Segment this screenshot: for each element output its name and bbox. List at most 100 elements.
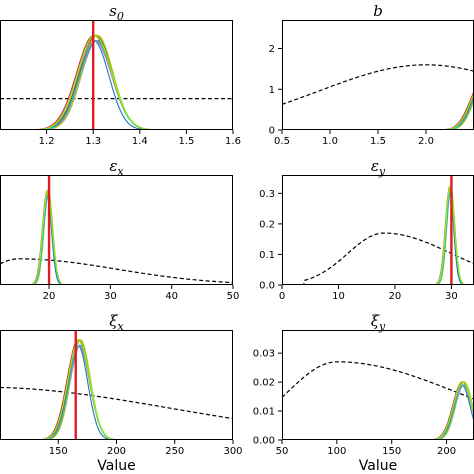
prior-curve [282,232,474,285]
chain-8-curve [32,34,163,130]
panel-title: ξy [371,312,386,333]
x-tick-label: 40 [165,291,178,302]
prior-curve [282,361,474,400]
chain-1-curve [432,191,467,285]
chain-3-curve [30,39,161,130]
x-tick-label: 1.6 [225,136,241,147]
x-tick-label: 250 [165,446,184,457]
x-tick-label: 1.3 [85,136,101,147]
x-tick-label: 0 [279,291,285,302]
y-tick-label: 0.3 [259,189,275,200]
x-tick-label: 30 [445,291,458,302]
x-tick-label: 50 [276,446,289,457]
chain-6-curve [37,339,122,440]
prior-curve [282,64,474,105]
axes-frame [0,175,233,285]
chain-2-curve [31,34,162,130]
chain-4-curve [432,185,467,285]
x-tick-label: 200 [107,446,126,457]
chain-7-curve [29,39,160,130]
x-axis-label: Value [97,458,135,474]
x-axis-label: Value [359,458,397,474]
chain-10-curve [29,34,161,130]
panel-4: 0 10 20 30 0.0 0.1 0.2 0.3 εy [259,157,474,302]
chain-10-curve [29,189,66,285]
plot-area [282,175,474,285]
chain-4-curve [29,189,66,285]
x-tick-label: 1.5 [178,136,194,147]
chain-9-curve [37,344,122,440]
chain-9-curve [30,39,162,130]
chain-5-curve [38,344,123,440]
chain-1-curve [36,344,120,440]
chain-6-curve [30,34,162,130]
y-tick-label: 0.2 [259,219,275,230]
prior-curve [0,386,233,420]
chain-10-curve [427,381,474,440]
chain-9-curve [428,384,474,440]
chain-9-curve [438,96,474,130]
y-tick-label: 1 [269,85,275,96]
panel-3: 20 30 40 50 εx [0,157,239,302]
panel-title: εy [371,157,386,178]
panel-2: 0.5 1.0 1.5 2.0 0 1 2 b [269,2,474,147]
chain-10-curve [36,339,121,440]
axes-frame [282,330,474,440]
y-tick-label: 0.0 [259,281,275,292]
chain-8-curve [38,339,123,440]
chain-1-curve [28,194,66,285]
x-tick-label: 150 [49,446,68,457]
chain-7-curve [36,344,121,440]
x-tick-label: 1.4 [132,136,148,147]
plot-area [0,175,233,285]
chain-4-curve [436,90,474,130]
x-tick-label: 20 [43,291,56,302]
chain-7-curve [29,194,66,285]
x-tick-label: 1.0 [322,136,338,147]
y-tick-label: 0.02 [253,378,275,389]
x-tick-label: 30 [104,291,117,302]
chain-3-curve [37,344,122,440]
x-tick-label: 200 [437,446,456,457]
panel-6: 50 100 150 200 0.00 0.01 0.02 0.03 ξy Value [253,312,474,474]
panel-title: b [373,2,383,20]
panel-1: 1.2 1.3 1.4 1.5 1.6 s0 [0,2,241,147]
y-tick-label: 0 [269,126,275,137]
axes-frame [282,20,474,130]
chain-4-curve [36,339,121,440]
y-tick-label: 0.00 [253,436,275,447]
panel-title: ξx [109,312,124,333]
chain-5-curve [31,39,163,130]
axes-frame [0,330,233,440]
y-tick-label: 0.03 [253,349,275,360]
chain-8-curve [429,381,474,440]
chain-7-curve [433,191,467,285]
prior-curve [0,258,233,284]
x-tick-label: 0.5 [274,136,290,147]
panel-title: εx [109,157,124,178]
chain-10-curve [433,185,468,285]
chain-2-curve [38,339,122,440]
x-tick-label: 1.5 [370,136,386,147]
panel-title: s0 [109,2,124,23]
plot-area [0,20,233,130]
plot-area [0,330,233,440]
chain-3-curve [29,194,67,285]
x-tick-label: 50 [227,291,240,302]
y-tick-label: 0.01 [253,407,275,418]
x-tick-label: 100 [327,446,346,457]
axes-frame [0,20,233,130]
x-tick-label: 2.0 [418,136,434,147]
x-tick-label: 300 [223,446,242,457]
chain-10-curve [437,92,474,130]
y-tick-label: 0.1 [259,250,275,261]
x-tick-label: 150 [382,446,401,457]
y-tick-label: 2 [269,44,275,55]
x-tick-label: 20 [389,291,402,302]
x-tick-label: 10 [332,291,345,302]
panel-5: 150 200 250 300 ξx Value [0,312,243,474]
plot-area [282,361,474,440]
x-tick-label: 1.2 [39,136,55,147]
plot-area [282,64,474,130]
